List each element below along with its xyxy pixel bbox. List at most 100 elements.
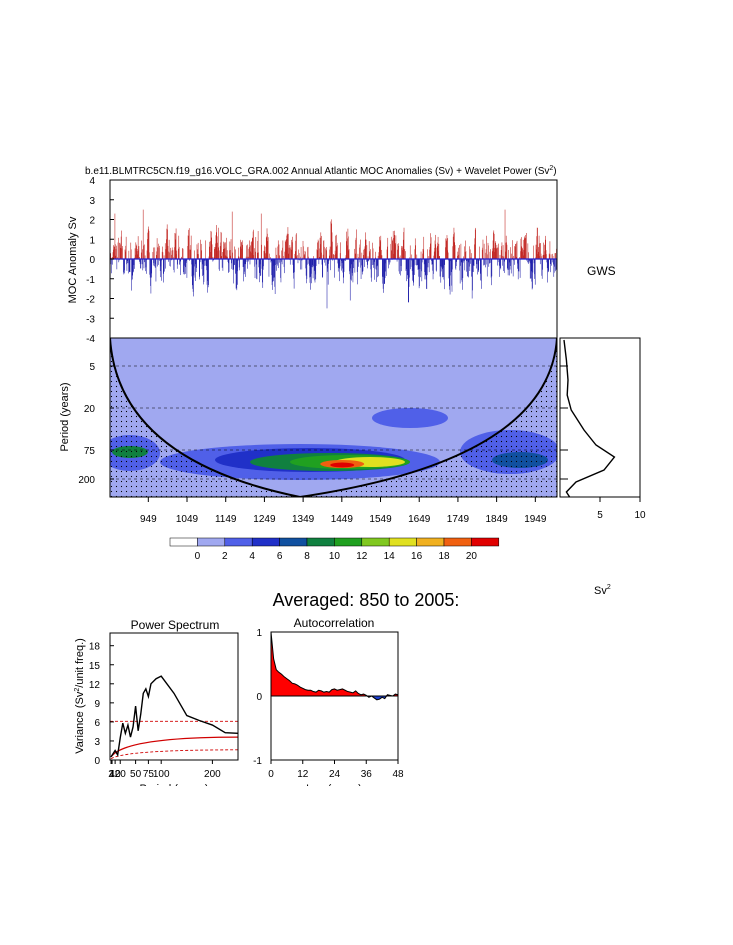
moc-bar-negative xyxy=(418,259,420,289)
moc-bar-positive xyxy=(354,253,356,259)
moc-bar-positive xyxy=(380,235,382,259)
moc-bar-positive xyxy=(211,231,212,259)
moc-bar-positive xyxy=(320,252,322,259)
moc-bar-negative xyxy=(488,259,490,264)
moc-bar-positive xyxy=(178,235,180,259)
moc-bar-positive xyxy=(323,240,324,259)
moc-bar-positive xyxy=(372,242,373,259)
power-spectrum-xtick-label: 4 xyxy=(109,769,115,780)
moc-bar-negative xyxy=(529,259,531,279)
moc-bar-negative xyxy=(183,259,185,266)
moc-bar-negative xyxy=(258,259,260,268)
moc-bar-negative xyxy=(194,259,196,278)
moc-bar-positive xyxy=(143,245,144,259)
moc-bar-positive xyxy=(515,257,517,259)
moc-bar-negative xyxy=(129,259,130,272)
autocorrelation-xtick-label: 12 xyxy=(297,769,309,780)
moc-bar-positive xyxy=(298,249,300,259)
moc-bar-positive xyxy=(521,246,522,259)
moc-bar-positive xyxy=(538,247,539,259)
moc-bar-positive xyxy=(545,250,547,259)
moc-bar-positive xyxy=(445,238,447,259)
moc-bar-negative xyxy=(260,259,261,277)
wavelet-xtick-label: 1649 xyxy=(408,514,431,525)
moc-bar-negative xyxy=(376,259,378,267)
wavelet-ytick-label: 75 xyxy=(84,446,96,457)
moc-bar-negative xyxy=(142,259,144,271)
autocorrelation-line xyxy=(270,631,399,701)
moc-bar-negative xyxy=(504,259,505,273)
moc-bar-positive xyxy=(332,254,334,259)
moc-bar-positive xyxy=(169,252,170,259)
moc-bar-negative xyxy=(509,259,511,270)
autocorrelation-y-ticks: 1 0 -1 xyxy=(253,628,275,767)
moc-bar-positive xyxy=(260,213,262,259)
moc-bar-negative xyxy=(534,259,536,285)
moc-bar-negative xyxy=(205,259,207,266)
moc-bar-positive xyxy=(321,235,322,259)
moc-bar-negative xyxy=(272,259,273,290)
moc-bar-negative xyxy=(383,259,384,293)
colorbar-level-label: 8 xyxy=(304,551,310,562)
moc-bar-positive xyxy=(317,239,319,259)
moc-bar-negative xyxy=(306,259,308,279)
moc-bar-negative xyxy=(513,259,515,261)
moc-bar-positive xyxy=(403,227,405,259)
moc-bar-negative xyxy=(192,259,194,292)
moc-bar-positive xyxy=(137,236,139,259)
moc-bar-negative xyxy=(464,259,466,271)
moc-bar-negative xyxy=(408,259,409,303)
bottom-clip-band xyxy=(60,786,440,806)
moc-bar-negative xyxy=(254,259,255,267)
moc-bar-negative xyxy=(185,259,187,274)
moc-bar-positive xyxy=(445,247,446,259)
moc-bar-negative xyxy=(133,259,135,266)
moc-bar-negative xyxy=(274,259,276,287)
moc-bar-positive xyxy=(493,233,495,259)
moc-bar-positive xyxy=(521,237,522,259)
moc-bar-negative xyxy=(245,259,246,277)
moc-bar-positive xyxy=(170,250,172,259)
moc-bar-negative xyxy=(280,259,281,278)
moc-bar-positive xyxy=(336,234,337,259)
colorbar-swatch xyxy=(279,537,308,547)
moc-bar-positive xyxy=(381,249,382,259)
moc-bar-negative xyxy=(410,259,411,270)
moc-bar-positive xyxy=(454,242,455,259)
moc-bar-negative xyxy=(179,259,180,265)
moc-bar-negative xyxy=(362,259,363,275)
moc-bar-positive xyxy=(296,255,298,259)
moc-bar-negative xyxy=(428,259,430,273)
moc-bar-positive xyxy=(226,250,228,259)
moc-bar-negative xyxy=(400,259,401,276)
moc-bar-positive xyxy=(460,243,462,259)
moc-bar-positive xyxy=(520,238,522,259)
moc-bar-negative xyxy=(432,259,434,280)
moc-bar-positive xyxy=(332,241,333,259)
moc-bar-positive xyxy=(485,249,487,259)
moc-anomaly-bars xyxy=(110,209,557,309)
moc-bar-negative xyxy=(509,259,510,263)
moc-bar-positive xyxy=(346,241,347,259)
moc-bar-positive xyxy=(433,255,435,259)
moc-bar-negative xyxy=(139,259,140,262)
moc-bar-positive xyxy=(284,240,286,259)
moc-bar-positive xyxy=(122,246,123,259)
moc-bar-positive xyxy=(197,249,199,259)
moc-bar-negative xyxy=(462,259,463,290)
moc-bar-negative xyxy=(406,259,408,279)
moc-bar-positive xyxy=(387,246,388,259)
moc-bar-positive xyxy=(240,248,242,259)
moc-bar-positive xyxy=(308,256,309,259)
moc-bar-positive xyxy=(298,253,300,259)
moc-bar-negative xyxy=(139,259,141,264)
moc-bar-negative xyxy=(239,259,240,271)
moc-bar-negative xyxy=(466,259,467,272)
moc-bar-positive xyxy=(392,240,393,259)
moc-bar-positive xyxy=(344,257,346,259)
moc-bar-negative xyxy=(486,259,488,265)
moc-bar-positive xyxy=(365,239,367,259)
moc-bar-positive xyxy=(120,247,121,259)
moc-bar-negative xyxy=(312,259,313,268)
moc-bar-negative xyxy=(550,259,551,273)
